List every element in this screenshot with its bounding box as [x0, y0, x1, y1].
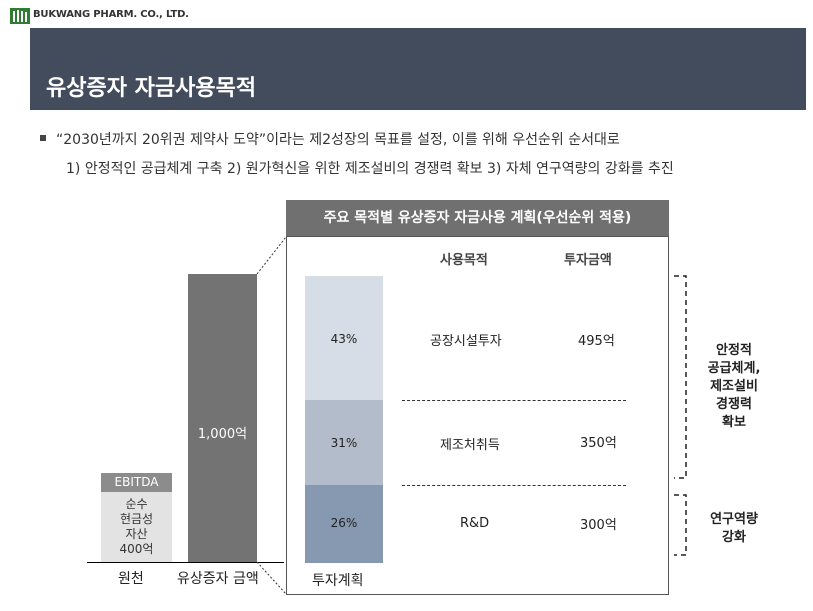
- ebitda-label: EBITDA: [101, 473, 172, 492]
- x-label-capital-increase: 유상증자 금액: [177, 571, 259, 587]
- page-title: 유상증자 자금사용목적: [46, 76, 257, 101]
- description-line-2: 1) 안정적인 공급체계 구축 2) 원가혁신을 위한 제조설비의 경쟁력 확보…: [66, 161, 674, 177]
- side-note-supply-stability: 안정적 공급체계, 제조설비 경쟁력 확보: [707, 343, 761, 430]
- segment-share-acquisition: 31%: [330, 436, 358, 450]
- purpose-factory: 공장시설투자: [430, 334, 502, 349]
- column-header-purpose: 사용목적: [440, 253, 488, 268]
- stack-segment-factory: [305, 276, 383, 400]
- amount-rnd: 300억: [580, 518, 617, 533]
- column-header-amount: 투자금액: [564, 253, 612, 268]
- x-label-source: 원천: [118, 571, 144, 587]
- side-note-research: 연구역량 강화: [710, 512, 758, 545]
- cash-bar: [101, 492, 172, 562]
- capital-increase-bar: [188, 274, 257, 562]
- title-band: [30, 28, 806, 110]
- stack-segment-rnd: [305, 485, 383, 563]
- amount-acquisition: 350억: [580, 436, 617, 451]
- capital-increase-label: 1,000억: [197, 427, 248, 442]
- purpose-acquisition: 제조처취득: [440, 438, 500, 453]
- stack-segment-acquisition: [305, 400, 383, 485]
- amount-factory: 495억: [578, 334, 615, 349]
- company-logo-icon: [10, 8, 30, 24]
- panel-title: 주요 목적별 유상증자 자금사용 계획(우선순위 적용): [286, 200, 669, 236]
- row-divider: [402, 400, 626, 401]
- x-label-investment-plan: 투자계획: [312, 573, 364, 589]
- row-divider: [402, 485, 626, 486]
- description-line-1: “2030년까지 20위권 제약사 도약”이라는 제2성장의 목표를 설정, 이…: [56, 132, 620, 148]
- bullet-icon: [40, 135, 46, 141]
- segment-share-rnd: 26%: [330, 516, 358, 530]
- cash-bar-label: 순수 현금성 자산 400억: [119, 497, 154, 556]
- chart-baseline: [87, 562, 284, 563]
- company-name: BUKWANG PHARM. CO., LTD.: [33, 9, 189, 20]
- segment-share-factory: 43%: [330, 332, 358, 346]
- purpose-rnd: R&D: [460, 516, 490, 531]
